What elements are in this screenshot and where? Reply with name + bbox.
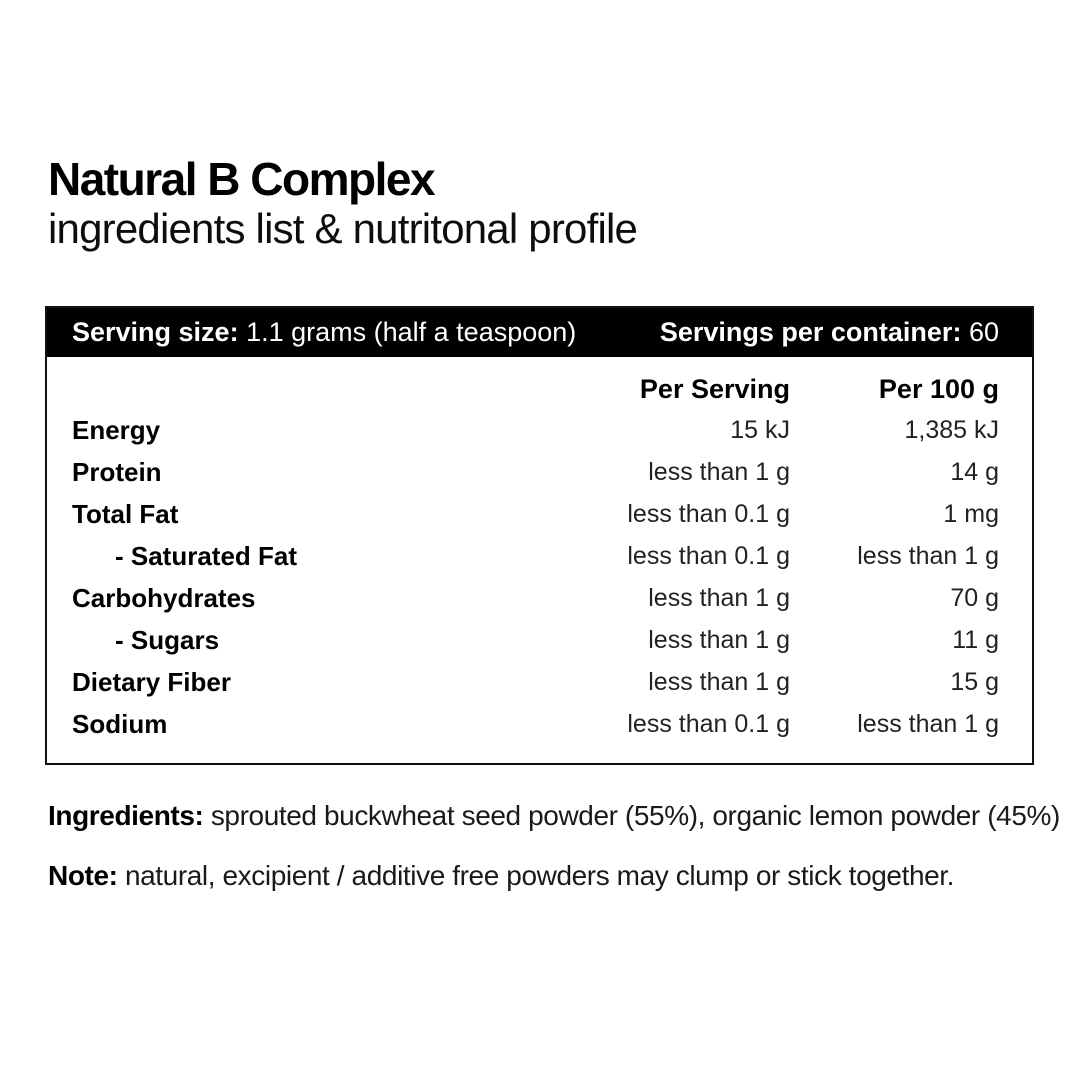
- heading-block: Natural B Complex ingredients list & nut…: [48, 153, 638, 252]
- per-serving-value: less than 0.1 g: [627, 541, 790, 570]
- row-label: Dietary Fiber: [72, 666, 231, 697]
- serving-size-value: 1.1 grams (half a teaspoon): [246, 317, 577, 347]
- header-per-100g: Per 100 g: [878, 374, 999, 404]
- per-serving-value: 15 kJ: [730, 415, 790, 444]
- row-label: Energy: [72, 414, 161, 445]
- per-100g-value: less than 1 g: [857, 709, 999, 738]
- table-row: Sodium less than 0.1 g less than 1 g: [72, 703, 999, 745]
- table-row: - Saturated Fat less than 0.1 g less tha…: [72, 535, 999, 577]
- row-label: - Sugars: [115, 624, 220, 655]
- table-row: Carbohydrates less than 1 g 70 g: [72, 577, 999, 619]
- ingredients-label: Ingredients:: [48, 800, 204, 831]
- serving-size: Serving size: 1.1 grams (half a teaspoon…: [72, 317, 576, 348]
- per-serving-value: less than 1 g: [648, 583, 790, 612]
- per-serving-value: less than 1 g: [648, 667, 790, 696]
- servings-per-container: Servings per container: 60: [660, 317, 999, 348]
- table-row: Protein less than 1 g 14 g: [72, 451, 999, 493]
- nutrition-table: Per Serving Per 100 g Energy 15 kJ 1,385…: [72, 357, 999, 745]
- servings-per-container-label: Servings per container:: [659, 317, 962, 347]
- header-blank-cell: [72, 357, 482, 409]
- per-100g-value: 15 g: [950, 667, 999, 696]
- table-row: Dietary Fiber less than 1 g 15 g: [72, 661, 999, 703]
- table-body: Energy 15 kJ 1,385 kJ Protein less than …: [72, 409, 999, 745]
- per-serving-value: less than 0.1 g: [627, 709, 790, 738]
- servings-per-container-value: 60: [968, 317, 999, 347]
- row-label: Total Fat: [72, 498, 179, 529]
- row-label: Carbohydrates: [72, 582, 256, 613]
- table-row: Total Fat less than 0.1 g 1 mg: [72, 493, 999, 535]
- per-serving-value: less than 1 g: [648, 457, 790, 486]
- table-row: Energy 15 kJ 1,385 kJ: [72, 409, 999, 451]
- row-label: - Saturated Fat: [115, 540, 298, 571]
- per-100g-value: 1 mg: [943, 499, 999, 528]
- per-serving-value: less than 1 g: [648, 625, 790, 654]
- per-100g-value: 14 g: [950, 457, 999, 486]
- header-per-serving: Per Serving: [639, 374, 790, 404]
- per-serving-value: less than 0.1 g: [627, 499, 790, 528]
- nutrition-table-wrap: Per Serving Per 100 g Energy 15 kJ 1,385…: [47, 357, 1032, 745]
- note-line: Note: natural, excipient / additive free…: [48, 860, 954, 892]
- ingredients-line: Ingredients: sprouted buckwheat seed pow…: [48, 800, 1060, 832]
- page-subtitle: ingredients list & nutritonal profile: [48, 204, 638, 252]
- per-100g-value: less than 1 g: [857, 541, 999, 570]
- per-100g-value: 70 g: [950, 583, 999, 612]
- serving-size-label: Serving size:: [72, 317, 239, 347]
- nutrition-panel: Serving size: 1.1 grams (half a teaspoon…: [45, 306, 1034, 765]
- per-100g-value: 11 g: [952, 625, 999, 654]
- table-header-row: Per Serving Per 100 g: [72, 357, 999, 409]
- page-title: Natural B Complex: [48, 153, 436, 205]
- note-label: Note:: [48, 860, 118, 891]
- row-label: Sodium: [72, 708, 168, 739]
- serving-info-bar: Serving size: 1.1 grams (half a teaspoon…: [47, 308, 1032, 357]
- table-row: - Sugars less than 1 g 11 g: [72, 619, 999, 661]
- row-label: Protein: [72, 456, 162, 487]
- per-100g-value: 1,385 kJ: [904, 415, 999, 444]
- note-text: natural, excipient / additive free powde…: [124, 860, 955, 891]
- ingredients-text: sprouted buckwheat seed powder (55%), or…: [210, 800, 1061, 831]
